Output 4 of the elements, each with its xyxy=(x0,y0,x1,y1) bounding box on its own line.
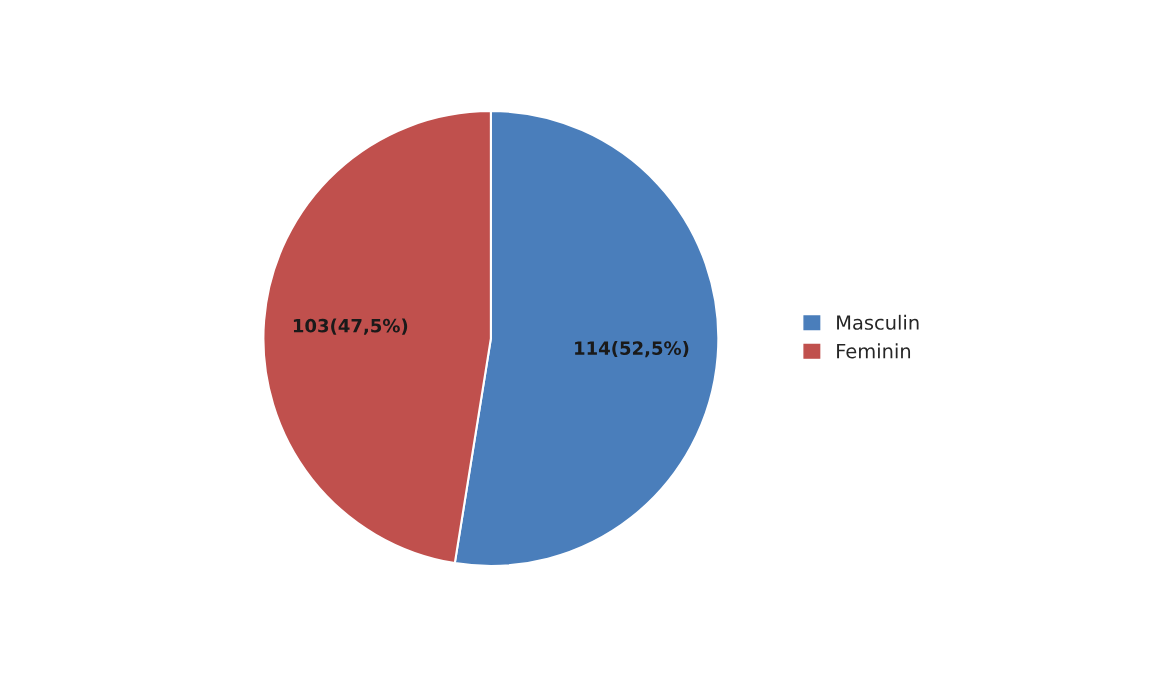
data-label: 114(52,5%) xyxy=(575,341,689,358)
legend-label: Feminin xyxy=(837,343,911,359)
data-label: 103(47,5%) xyxy=(293,318,408,335)
legend-label: Masculin xyxy=(837,314,919,330)
